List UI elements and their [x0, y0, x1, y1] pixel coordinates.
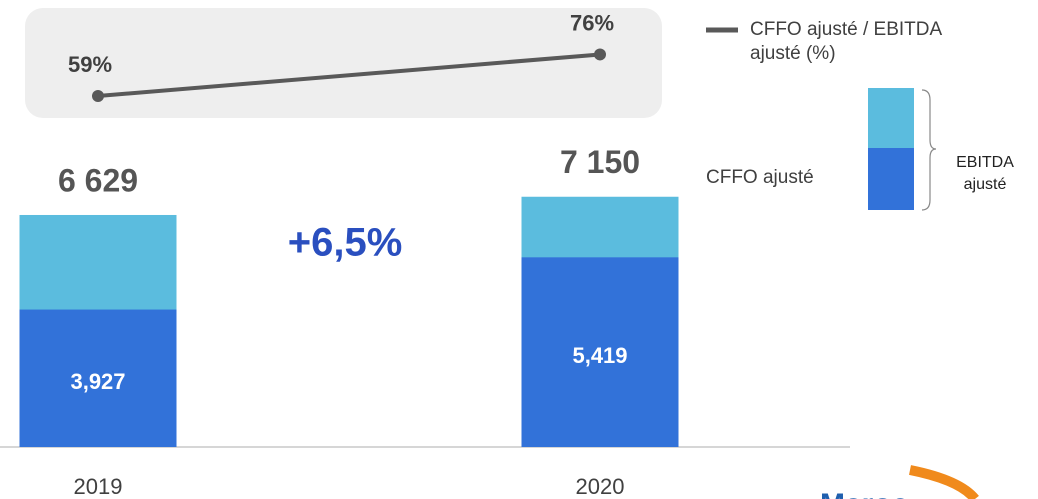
- logo-text: Maroc: [820, 488, 908, 499]
- line-panel: [25, 8, 662, 118]
- line-point: [594, 48, 606, 61]
- line-label: 59%: [68, 52, 112, 77]
- x-tick-label: 2020: [576, 474, 625, 499]
- legend-brace: [921, 89, 937, 211]
- legend-swatch-cffo: [868, 148, 914, 210]
- legend-swatch-ebitda: [868, 88, 914, 148]
- bar: [19, 309, 177, 447]
- growth-annotation: +6,5%: [288, 221, 403, 265]
- legend-ebitda-label: EBITDA ajusté: [956, 154, 1014, 193]
- legend-cffo-label: CFFO ajusté: [706, 167, 814, 188]
- bar-label: 5,419: [572, 343, 627, 368]
- line: [97, 52, 601, 98]
- line-point: [92, 90, 104, 102]
- bar-label: 3,927: [70, 369, 125, 394]
- total-label: 7 150: [560, 144, 640, 180]
- logo-arc: [909, 465, 979, 499]
- legend-line-label: CFFO ajusté / EBITDA ajusté (%): [750, 19, 942, 64]
- total-label: 6 629: [58, 162, 138, 198]
- x-tick-label: 2019: [74, 474, 123, 499]
- bar: [521, 257, 679, 447]
- line-label: 76%: [570, 10, 614, 35]
